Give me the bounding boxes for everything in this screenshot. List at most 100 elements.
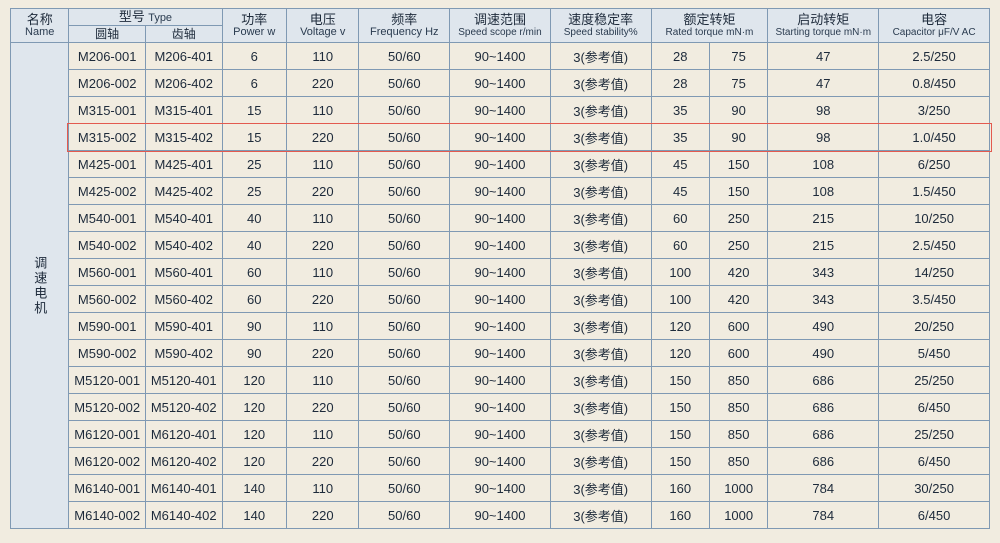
cell-speed-stab: 3(参考值) bbox=[550, 394, 651, 421]
cell-rated-tq-b: 1000 bbox=[709, 502, 767, 529]
table-row: M315-001M315-4011511050/6090~14003(参考值)3… bbox=[11, 97, 990, 124]
cell-speed-scope: 90~1400 bbox=[450, 70, 551, 97]
cell-capacitor: 3.5/450 bbox=[879, 286, 990, 313]
cell-rated-tq-b: 75 bbox=[709, 70, 767, 97]
cell-power: 120 bbox=[222, 421, 286, 448]
cell-model-gear: M540-402 bbox=[145, 232, 222, 259]
cell-frequency: 50/60 bbox=[359, 340, 450, 367]
cell-frequency: 50/60 bbox=[359, 43, 450, 70]
cell-voltage: 220 bbox=[286, 286, 359, 313]
cell-speed-scope: 90~1400 bbox=[450, 340, 551, 367]
cell-capacitor: 6/450 bbox=[879, 394, 990, 421]
cell-rated-tq-b: 1000 bbox=[709, 475, 767, 502]
cell-capacitor: 14/250 bbox=[879, 259, 990, 286]
cell-frequency: 50/60 bbox=[359, 502, 450, 529]
col-speed-stab-cn: 速度稳定率 bbox=[551, 13, 651, 26]
col-speed-stab: 速度稳定率 Speed stability% bbox=[550, 9, 651, 43]
cell-speed-scope: 90~1400 bbox=[450, 421, 551, 448]
cell-model-gear: M590-401 bbox=[145, 313, 222, 340]
cell-speed-scope: 90~1400 bbox=[450, 286, 551, 313]
cell-start-tq: 686 bbox=[768, 367, 879, 394]
cell-start-tq: 490 bbox=[768, 313, 879, 340]
cell-speed-stab: 3(参考值) bbox=[550, 421, 651, 448]
table-row: M6120-001M6120-40112011050/6090~14003(参考… bbox=[11, 421, 990, 448]
cell-capacitor: 25/250 bbox=[879, 421, 990, 448]
col-voltage-cn: 电压 bbox=[287, 13, 359, 26]
cell-power: 40 bbox=[222, 232, 286, 259]
cell-model-gear: M315-402 bbox=[145, 124, 222, 151]
col-speed-scope-en: Speed scope r/min bbox=[450, 26, 550, 39]
col-rated-torque-en: Rated torque mN·m bbox=[652, 26, 768, 39]
cell-model-gear: M425-401 bbox=[145, 151, 222, 178]
cell-voltage: 110 bbox=[286, 421, 359, 448]
col-speed-scope-cn: 调速范围 bbox=[450, 13, 550, 26]
cell-voltage: 110 bbox=[286, 151, 359, 178]
col-capacitor-en: Capacitor μF/V AC bbox=[879, 26, 989, 39]
cell-rated-tq-a: 45 bbox=[651, 151, 709, 178]
cell-model-round: M560-002 bbox=[69, 286, 146, 313]
cell-speed-stab: 3(参考值) bbox=[550, 313, 651, 340]
cell-power: 140 bbox=[222, 475, 286, 502]
table-row: M560-001M560-4016011050/6090~14003(参考值)1… bbox=[11, 259, 990, 286]
cell-speed-scope: 90~1400 bbox=[450, 475, 551, 502]
cell-capacitor: 30/250 bbox=[879, 475, 990, 502]
cell-frequency: 50/60 bbox=[359, 151, 450, 178]
cell-rated-tq-b: 600 bbox=[709, 313, 767, 340]
cell-model-gear: M315-401 bbox=[145, 97, 222, 124]
cell-rated-tq-a: 150 bbox=[651, 448, 709, 475]
cell-rated-tq-b: 420 bbox=[709, 259, 767, 286]
cell-model-round: M206-002 bbox=[69, 70, 146, 97]
cell-voltage: 220 bbox=[286, 502, 359, 529]
cell-speed-stab: 3(参考值) bbox=[550, 286, 651, 313]
cell-model-round: M6140-002 bbox=[69, 502, 146, 529]
cell-speed-scope: 90~1400 bbox=[450, 232, 551, 259]
cell-speed-stab: 3(参考值) bbox=[550, 70, 651, 97]
cell-power: 90 bbox=[222, 313, 286, 340]
cell-start-tq: 686 bbox=[768, 394, 879, 421]
cell-speed-stab: 3(参考值) bbox=[550, 178, 651, 205]
cell-voltage: 110 bbox=[286, 97, 359, 124]
cell-model-gear: M540-401 bbox=[145, 205, 222, 232]
cell-capacitor: 5/450 bbox=[879, 340, 990, 367]
cell-model-gear: M6140-401 bbox=[145, 475, 222, 502]
cell-model-gear: M560-401 bbox=[145, 259, 222, 286]
cell-speed-stab: 3(参考值) bbox=[550, 232, 651, 259]
cell-rated-tq-a: 28 bbox=[651, 43, 709, 70]
cell-capacitor: 6/450 bbox=[879, 448, 990, 475]
cell-rated-tq-a: 160 bbox=[651, 502, 709, 529]
cell-power: 140 bbox=[222, 502, 286, 529]
col-rated-torque-cn: 额定转矩 bbox=[652, 13, 768, 26]
cell-speed-stab: 3(参考值) bbox=[550, 448, 651, 475]
cell-model-gear: M6120-401 bbox=[145, 421, 222, 448]
col-type-round: 圆轴 bbox=[69, 26, 146, 43]
cell-start-tq: 47 bbox=[768, 43, 879, 70]
cell-model-round: M315-002 bbox=[69, 124, 146, 151]
cell-rated-tq-a: 60 bbox=[651, 205, 709, 232]
col-power: 功率 Power w bbox=[222, 9, 286, 43]
cell-frequency: 50/60 bbox=[359, 421, 450, 448]
col-name: 名称 Name bbox=[11, 9, 69, 43]
cell-frequency: 50/60 bbox=[359, 205, 450, 232]
cell-model-round: M6120-001 bbox=[69, 421, 146, 448]
col-type-gear: 齿轴 bbox=[145, 26, 222, 43]
cell-capacitor: 20/250 bbox=[879, 313, 990, 340]
cell-rated-tq-a: 150 bbox=[651, 367, 709, 394]
cell-speed-scope: 90~1400 bbox=[450, 313, 551, 340]
cell-speed-stab: 3(参考值) bbox=[550, 151, 651, 178]
cell-start-tq: 98 bbox=[768, 97, 879, 124]
table-row: M6140-002M6140-40214022050/6090~14003(参考… bbox=[11, 502, 990, 529]
cell-voltage: 220 bbox=[286, 340, 359, 367]
cell-start-tq: 215 bbox=[768, 232, 879, 259]
cell-start-tq: 784 bbox=[768, 475, 879, 502]
cell-start-tq: 98 bbox=[768, 124, 879, 151]
cell-speed-scope: 90~1400 bbox=[450, 151, 551, 178]
table-row: M425-002M425-4022522050/6090~14003(参考值)4… bbox=[11, 178, 990, 205]
cell-rated-tq-a: 28 bbox=[651, 70, 709, 97]
cell-speed-stab: 3(参考值) bbox=[550, 205, 651, 232]
spec-table-wrap: 名称 Name 型号 Type 功率 Power w 电压 Voltage v … bbox=[0, 0, 1000, 543]
cell-frequency: 50/60 bbox=[359, 286, 450, 313]
cell-model-round: M590-001 bbox=[69, 313, 146, 340]
col-speed-scope: 调速范围 Speed scope r/min bbox=[450, 9, 551, 43]
cell-power: 15 bbox=[222, 97, 286, 124]
cell-voltage: 110 bbox=[286, 313, 359, 340]
